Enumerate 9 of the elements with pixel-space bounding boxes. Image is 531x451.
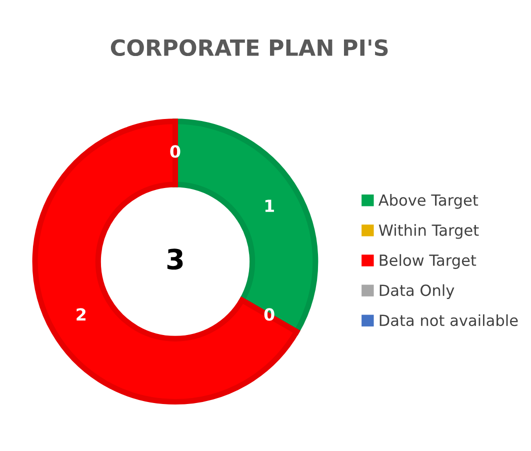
legend-label: Data not available [380, 314, 518, 326]
chart-title: CORPORATE PLAN PI'S [110, 39, 388, 56]
data-label: 2 [76, 308, 86, 320]
legend-label: Data Only [380, 284, 454, 300]
legend-label: Below Target [380, 254, 476, 269]
text: 3 [167, 248, 183, 270]
legend-label: Above Target [378, 194, 478, 209]
legend-label: Within Target [378, 224, 479, 239]
data-label: 1 [265, 200, 274, 212]
